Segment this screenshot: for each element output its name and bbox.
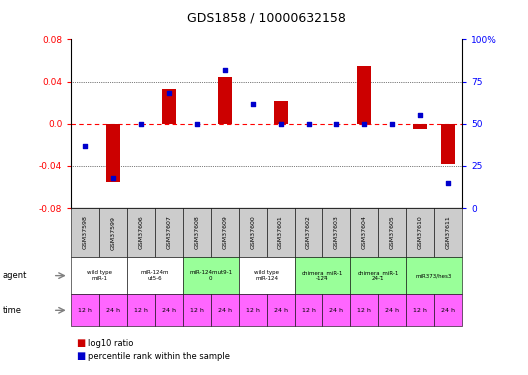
Text: GSM37606: GSM37606 bbox=[138, 216, 144, 249]
Text: GSM37611: GSM37611 bbox=[446, 216, 450, 249]
Text: 24 h: 24 h bbox=[218, 308, 232, 313]
Point bbox=[416, 112, 425, 118]
Text: wild type
miR-124: wild type miR-124 bbox=[254, 270, 279, 281]
Text: GSM37607: GSM37607 bbox=[166, 216, 172, 249]
Text: miR373/hes3: miR373/hes3 bbox=[416, 273, 452, 278]
Text: GSM37603: GSM37603 bbox=[334, 216, 339, 249]
Text: 24 h: 24 h bbox=[385, 308, 399, 313]
Bar bbox=[413, 124, 427, 129]
Point bbox=[193, 121, 201, 127]
Point bbox=[221, 67, 229, 73]
Text: ■: ■ bbox=[77, 338, 86, 348]
Text: 24 h: 24 h bbox=[274, 308, 288, 313]
Point bbox=[276, 121, 285, 127]
Text: log10 ratio: log10 ratio bbox=[88, 339, 134, 348]
Text: chimera_miR-1
24-1: chimera_miR-1 24-1 bbox=[357, 270, 399, 281]
Text: GSM37600: GSM37600 bbox=[250, 216, 255, 249]
Point bbox=[360, 121, 369, 127]
Text: 12 h: 12 h bbox=[246, 308, 260, 313]
Text: time: time bbox=[3, 306, 22, 315]
Point bbox=[109, 175, 117, 181]
Point bbox=[137, 121, 145, 127]
Bar bbox=[218, 77, 232, 124]
Bar bbox=[274, 100, 288, 124]
Bar bbox=[106, 124, 120, 182]
Bar bbox=[441, 124, 455, 164]
Bar bbox=[357, 66, 371, 124]
Text: miR-124m
ut5-6: miR-124m ut5-6 bbox=[141, 270, 169, 281]
Text: percentile rank within the sample: percentile rank within the sample bbox=[88, 352, 230, 361]
Text: GSM37609: GSM37609 bbox=[222, 216, 227, 249]
Text: GSM37602: GSM37602 bbox=[306, 216, 311, 249]
Point bbox=[165, 90, 173, 96]
Text: GDS1858 / 10000632158: GDS1858 / 10000632158 bbox=[187, 11, 346, 24]
Text: 12 h: 12 h bbox=[413, 308, 427, 313]
Text: agent: agent bbox=[3, 271, 27, 280]
Text: GSM37599: GSM37599 bbox=[111, 216, 116, 249]
Text: GSM37608: GSM37608 bbox=[194, 216, 200, 249]
Text: 12 h: 12 h bbox=[78, 308, 92, 313]
Point bbox=[81, 143, 89, 149]
Point bbox=[444, 180, 452, 186]
Text: GSM37605: GSM37605 bbox=[390, 216, 395, 249]
Text: GSM37601: GSM37601 bbox=[278, 216, 283, 249]
Point bbox=[388, 121, 397, 127]
Text: 12 h: 12 h bbox=[357, 308, 371, 313]
Text: 12 h: 12 h bbox=[301, 308, 315, 313]
Point bbox=[332, 121, 341, 127]
Text: GSM37604: GSM37604 bbox=[362, 216, 367, 249]
Text: 12 h: 12 h bbox=[190, 308, 204, 313]
Text: miR-124mut9-1
0: miR-124mut9-1 0 bbox=[189, 270, 232, 281]
Text: 24 h: 24 h bbox=[329, 308, 343, 313]
Text: chimera_miR-1
-124: chimera_miR-1 -124 bbox=[302, 270, 343, 281]
Text: ■: ■ bbox=[77, 351, 86, 361]
Text: GSM37610: GSM37610 bbox=[418, 216, 422, 249]
Text: wild type
miR-1: wild type miR-1 bbox=[87, 270, 112, 281]
Point bbox=[249, 100, 257, 106]
Text: 12 h: 12 h bbox=[134, 308, 148, 313]
Text: GSM37598: GSM37598 bbox=[83, 216, 88, 249]
Text: 24 h: 24 h bbox=[106, 308, 120, 313]
Text: 24 h: 24 h bbox=[162, 308, 176, 313]
Point bbox=[304, 121, 313, 127]
Text: 24 h: 24 h bbox=[441, 308, 455, 313]
Bar bbox=[162, 89, 176, 124]
